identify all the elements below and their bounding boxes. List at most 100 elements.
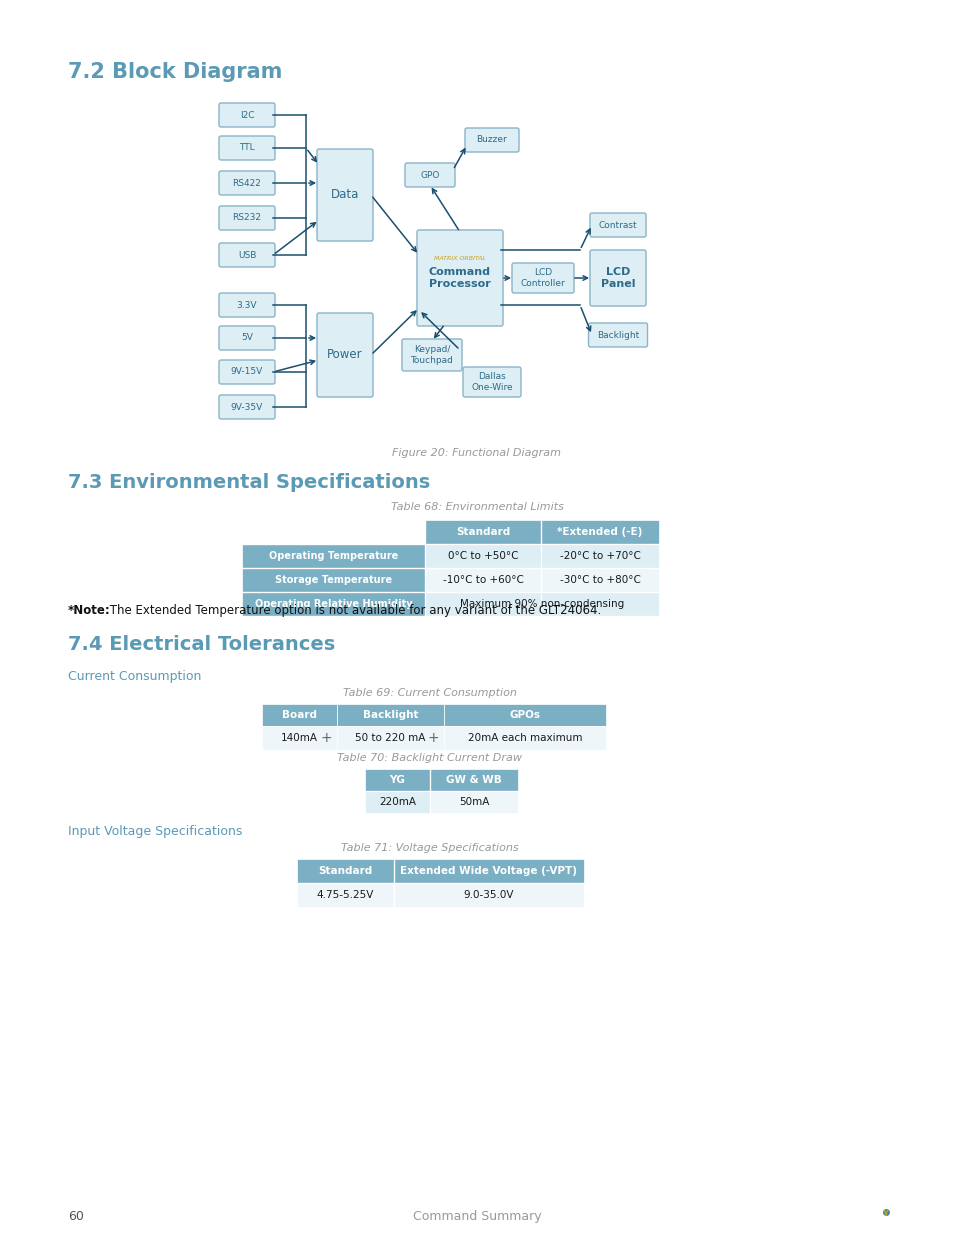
Text: Data: Data bbox=[331, 189, 359, 201]
Text: Buzzer: Buzzer bbox=[476, 136, 507, 144]
FancyBboxPatch shape bbox=[219, 395, 274, 419]
Text: Table 68: Environmental Limits: Table 68: Environmental Limits bbox=[390, 501, 563, 513]
Text: Table 70: Backlight Current Draw: Table 70: Backlight Current Draw bbox=[337, 753, 522, 763]
FancyBboxPatch shape bbox=[512, 263, 574, 293]
Text: Figure 20: Functional Diagram: Figure 20: Functional Diagram bbox=[392, 448, 561, 458]
Bar bbox=[262, 704, 336, 726]
Text: 140mA: 140mA bbox=[281, 734, 317, 743]
Text: 7.3 Environmental Specifications: 7.3 Environmental Specifications bbox=[68, 473, 430, 492]
Text: Board: Board bbox=[282, 710, 316, 720]
Text: Extended Wide Voltage (-VPT): Extended Wide Voltage (-VPT) bbox=[400, 866, 577, 876]
Bar bbox=[424, 520, 540, 543]
FancyBboxPatch shape bbox=[464, 128, 518, 152]
Text: 3.3V: 3.3V bbox=[236, 300, 257, 310]
Text: 9V-15V: 9V-15V bbox=[231, 368, 263, 377]
Bar bbox=[443, 704, 605, 726]
Text: The Extended Temperature option is not available for any variant of the GLT24064: The Extended Temperature option is not a… bbox=[106, 604, 600, 618]
Bar bbox=[242, 568, 424, 592]
FancyBboxPatch shape bbox=[219, 170, 274, 195]
Bar bbox=[365, 790, 430, 813]
Text: I2C: I2C bbox=[239, 110, 254, 120]
Text: 220mA: 220mA bbox=[378, 797, 416, 806]
Bar bbox=[394, 883, 583, 906]
Text: 20mA each maximum: 20mA each maximum bbox=[467, 734, 581, 743]
FancyBboxPatch shape bbox=[219, 326, 274, 350]
Bar bbox=[296, 860, 394, 883]
Text: 60: 60 bbox=[68, 1210, 84, 1223]
FancyBboxPatch shape bbox=[316, 312, 373, 396]
Text: Storage Temperature: Storage Temperature bbox=[274, 576, 392, 585]
Text: Current Consumption: Current Consumption bbox=[68, 671, 201, 683]
Text: Table 71: Voltage Specifications: Table 71: Voltage Specifications bbox=[341, 844, 518, 853]
Text: LCD
Controller: LCD Controller bbox=[520, 268, 565, 288]
Text: 9.0-35.0V: 9.0-35.0V bbox=[463, 890, 514, 900]
Text: *Note:: *Note: bbox=[68, 604, 111, 618]
Text: RS232: RS232 bbox=[233, 214, 261, 222]
Text: 4.75-5.25V: 4.75-5.25V bbox=[316, 890, 374, 900]
Text: +: + bbox=[427, 731, 438, 745]
Bar bbox=[296, 883, 394, 906]
Text: Command
Processor: Command Processor bbox=[429, 267, 491, 289]
Text: 5V: 5V bbox=[241, 333, 253, 342]
Bar bbox=[365, 769, 430, 790]
FancyBboxPatch shape bbox=[219, 359, 274, 384]
Bar bbox=[242, 592, 424, 616]
Text: *Extended (-E): *Extended (-E) bbox=[557, 527, 642, 537]
Text: 50mA: 50mA bbox=[458, 797, 489, 806]
Text: 9V-35V: 9V-35V bbox=[231, 403, 263, 411]
Text: Operating Temperature: Operating Temperature bbox=[269, 551, 397, 561]
Text: Backlight: Backlight bbox=[597, 331, 639, 340]
Text: 50 to 220 mA: 50 to 220 mA bbox=[355, 734, 425, 743]
FancyBboxPatch shape bbox=[405, 163, 455, 186]
Text: Backlight: Backlight bbox=[362, 710, 417, 720]
FancyBboxPatch shape bbox=[219, 206, 274, 230]
FancyBboxPatch shape bbox=[401, 338, 461, 370]
Bar bbox=[262, 726, 336, 750]
FancyBboxPatch shape bbox=[589, 249, 645, 306]
FancyBboxPatch shape bbox=[588, 324, 647, 347]
Bar bbox=[540, 543, 659, 568]
Text: Input Voltage Specifications: Input Voltage Specifications bbox=[68, 825, 242, 839]
FancyBboxPatch shape bbox=[316, 149, 373, 241]
FancyBboxPatch shape bbox=[219, 136, 274, 161]
Bar bbox=[336, 726, 443, 750]
Text: Maximum 90% non-condensing: Maximum 90% non-condensing bbox=[459, 599, 623, 609]
Bar bbox=[336, 704, 443, 726]
FancyBboxPatch shape bbox=[462, 367, 520, 396]
Bar bbox=[430, 769, 517, 790]
Bar bbox=[242, 543, 424, 568]
Text: -30°C to +80°C: -30°C to +80°C bbox=[559, 576, 639, 585]
Text: Standard: Standard bbox=[456, 527, 510, 537]
Text: Power: Power bbox=[327, 348, 362, 362]
FancyBboxPatch shape bbox=[589, 212, 645, 237]
Text: -20°C to +70°C: -20°C to +70°C bbox=[559, 551, 639, 561]
Text: Keypad/
Touchpad: Keypad/ Touchpad bbox=[410, 345, 453, 366]
Text: Standard: Standard bbox=[318, 866, 373, 876]
Text: MATRIX ORBITAL: MATRIX ORBITAL bbox=[434, 257, 485, 262]
Text: Operating Relative Humidity: Operating Relative Humidity bbox=[254, 599, 412, 609]
Bar bbox=[430, 790, 517, 813]
Text: TTL: TTL bbox=[239, 143, 254, 152]
FancyBboxPatch shape bbox=[219, 103, 274, 127]
Bar bbox=[540, 568, 659, 592]
Text: LCD
Panel: LCD Panel bbox=[600, 267, 635, 289]
Text: GPO: GPO bbox=[420, 170, 439, 179]
Text: -10°C to +60°C: -10°C to +60°C bbox=[442, 576, 523, 585]
Bar bbox=[424, 592, 659, 616]
Text: 7.4 Electrical Tolerances: 7.4 Electrical Tolerances bbox=[68, 635, 335, 655]
Bar bbox=[424, 568, 540, 592]
Bar bbox=[394, 860, 583, 883]
Text: GPOs: GPOs bbox=[509, 710, 540, 720]
Text: YG: YG bbox=[389, 776, 405, 785]
Text: RS422: RS422 bbox=[233, 179, 261, 188]
Text: Contrast: Contrast bbox=[598, 221, 637, 230]
FancyBboxPatch shape bbox=[219, 243, 274, 267]
Text: USB: USB bbox=[237, 251, 256, 259]
Text: Table 69: Current Consumption: Table 69: Current Consumption bbox=[343, 688, 517, 698]
Text: 7.2 Block Diagram: 7.2 Block Diagram bbox=[68, 62, 282, 82]
FancyBboxPatch shape bbox=[416, 230, 502, 326]
FancyBboxPatch shape bbox=[219, 293, 274, 317]
Text: +: + bbox=[320, 731, 332, 745]
Text: GW & WB: GW & WB bbox=[446, 776, 501, 785]
Bar bbox=[424, 543, 540, 568]
